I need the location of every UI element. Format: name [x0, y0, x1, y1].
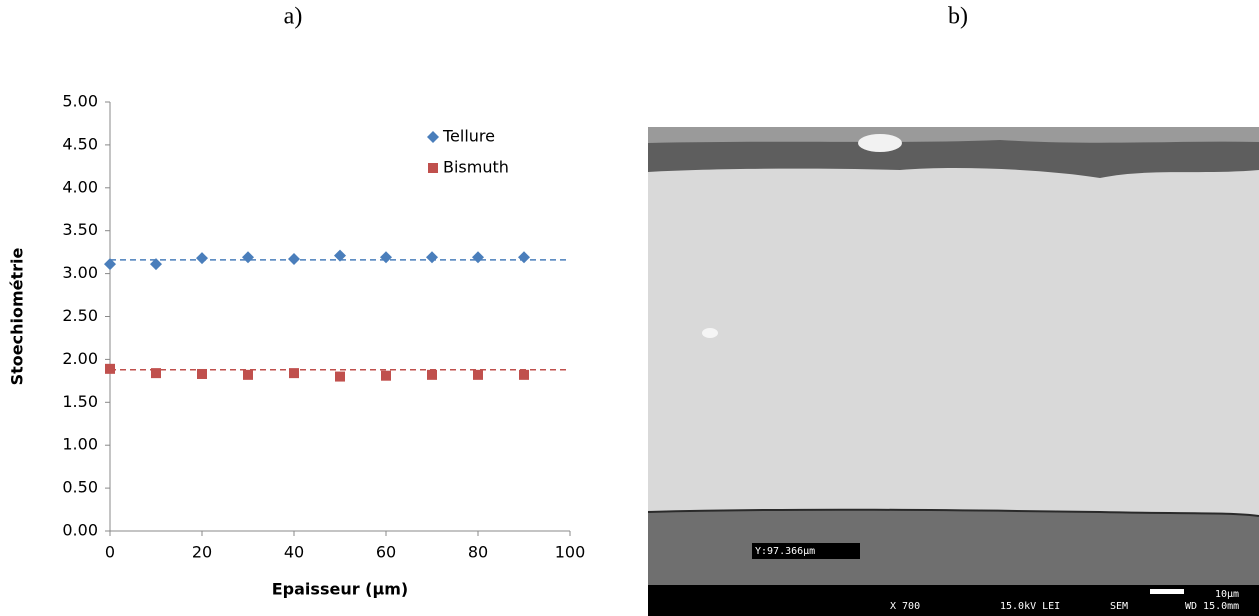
x-tick-label: 100: [555, 543, 586, 562]
sem-particle: [858, 134, 902, 152]
sem-voltage: 15.0kV LEI: [1000, 601, 1060, 612]
data-point: [472, 251, 484, 264]
y-axis-label: Stoechiométrie: [8, 247, 27, 385]
data-point: [105, 363, 115, 374]
sem-bottom-layer: [648, 509, 1259, 585]
y-tick-label: 2.50: [62, 306, 98, 325]
data-point: [289, 368, 299, 379]
panel-label: a): [284, 4, 303, 30]
legend-marker: [427, 131, 439, 143]
sem-mode: SEM: [1110, 601, 1128, 612]
chart: 0.00 0.50 1.00 1.50 2.00 2.50 3.00 3.50 4.00 4.50…: [8, 92, 586, 599]
x-axis-label: Epaisseur (µm): [272, 580, 408, 599]
data-point: [288, 253, 300, 266]
y-tick-label: 4.00: [62, 177, 98, 196]
x-tick-label: 0: [105, 543, 115, 562]
data-point: [196, 252, 208, 265]
y-tick-label: 0.00: [62, 521, 98, 540]
sem-measure-box: [752, 543, 860, 559]
x-tick-label: 20: [192, 543, 212, 562]
y-tick-label: 0.50: [62, 478, 98, 497]
sem-top-edge: [648, 127, 1259, 143]
y-tick-label: 5.00: [62, 92, 98, 111]
data-point: [104, 258, 116, 271]
sem-measure: Y:97.366µm: [755, 546, 815, 557]
data-point: [518, 251, 530, 264]
data-point: [427, 369, 437, 380]
sem-wd: WD 15.0mm: [1185, 601, 1239, 612]
legend-label: Bismuth: [443, 158, 509, 177]
sem-magnification: X 700: [890, 601, 920, 612]
y-tick-label: 4.50: [62, 134, 98, 153]
x-tick-label: 60: [376, 543, 396, 562]
sem-image: Y:97.366µm X 700 15.0kV LEI SEM 10µm WD …: [647, 127, 1259, 616]
x-tick-label: 40: [284, 543, 304, 562]
data-point: [426, 251, 438, 264]
data-point: [381, 370, 391, 381]
data-point: [473, 369, 483, 380]
data-point: [151, 368, 161, 379]
sem-particle: [702, 328, 718, 338]
data-point: [380, 251, 392, 264]
data-point: [519, 369, 529, 380]
legend-label: Tellure: [442, 127, 495, 146]
y-tick-label: 1.00: [62, 435, 98, 454]
sem-interface: [647, 508, 1259, 517]
x-tick-label: 80: [468, 543, 488, 562]
sem-scale: 10µm: [1215, 589, 1239, 600]
data-point: [242, 251, 254, 264]
y-tick-label: 3.00: [62, 263, 98, 282]
data-point: [197, 368, 207, 379]
y-tick-label: 3.50: [62, 220, 98, 239]
data-point: [335, 371, 345, 382]
y-tick-label: 1.50: [62, 392, 98, 411]
data-point: [334, 249, 346, 262]
sem-scale-bar: [1150, 589, 1184, 594]
data-point: [150, 258, 162, 271]
y-tick-label: 2.00: [62, 349, 98, 368]
data-point: [243, 369, 253, 380]
legend-marker: [428, 163, 438, 173]
panel-label: b): [948, 4, 968, 30]
